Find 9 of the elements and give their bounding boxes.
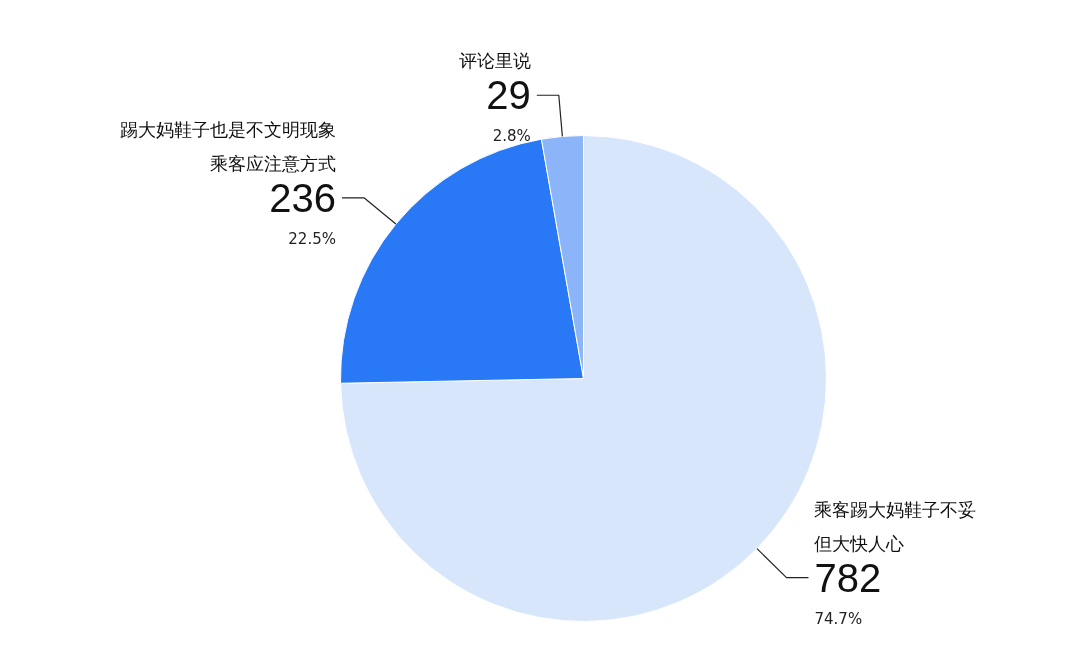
data-label: 236	[269, 175, 336, 220]
text: 2.8%	[492, 127, 531, 146]
slice-label: 乘客踢大妈鞋子不妥但大快人心	[814, 498, 977, 554]
text: 22.5%	[288, 229, 336, 248]
slice-label: 评论里说	[458, 50, 531, 72]
data-label: 29	[486, 73, 531, 118]
slice-label: 踢大妈鞋子也是不文明现象乘客应注意方式	[119, 119, 336, 174]
text: 74.7%	[814, 609, 863, 628]
data-label: 782	[814, 555, 882, 600]
